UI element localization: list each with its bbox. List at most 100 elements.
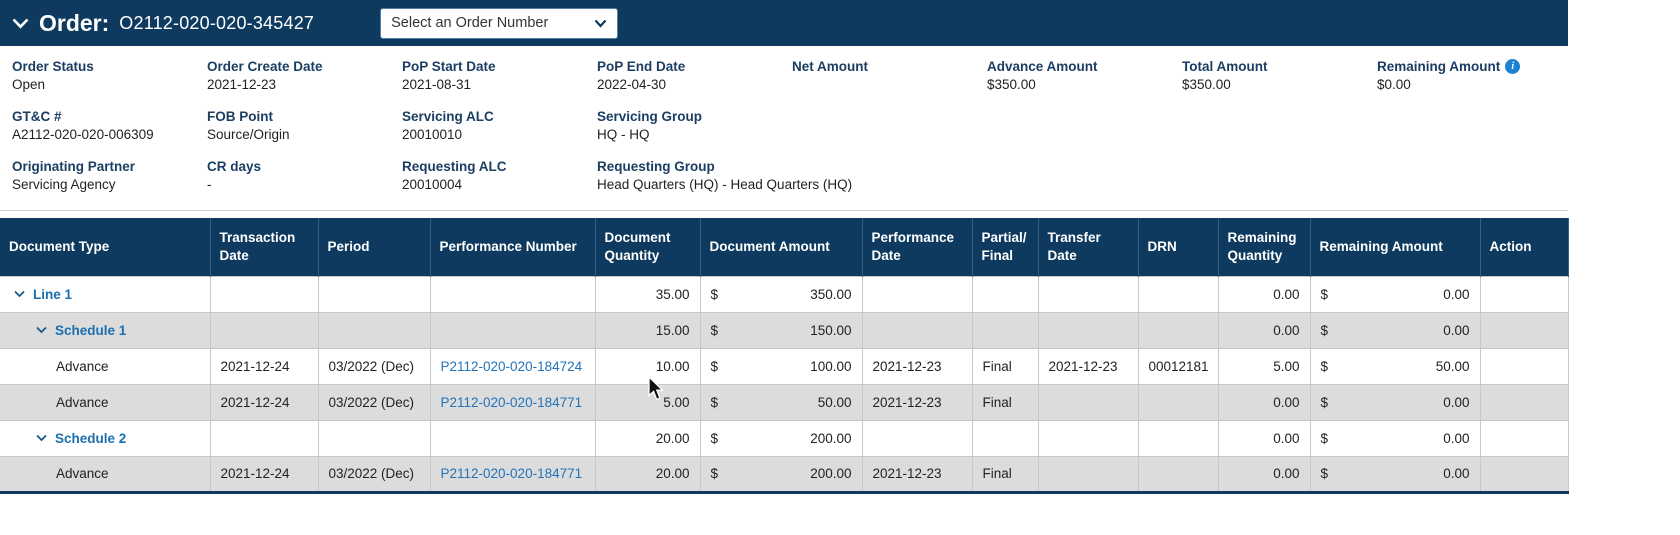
cell-partial-final: Final [972, 455, 1039, 492]
order-number-select[interactable]: Select an Order Number [380, 7, 619, 39]
currency-symbol: $ [1320, 286, 1329, 302]
cell-performance-number: P2112-020-020-184771 [430, 383, 596, 420]
field-gtc-number: GT&C # A2112-020-020-006309 [12, 109, 154, 142]
chevron-down-icon[interactable] [36, 434, 47, 442]
cell-transaction-date: 2021-12-24 [210, 347, 319, 384]
table-row-advance-2: Advance 2021-12-24 03/2022 (Dec) P2112-0… [0, 383, 1569, 420]
cell-drn [1138, 311, 1219, 348]
cell-period: 03/2022 (Dec) [318, 383, 431, 420]
cell-performance-date [862, 419, 973, 456]
currency-symbol: $ [710, 358, 719, 374]
field-net-amount: Net Amount [792, 59, 868, 74]
cell-transfer-date [1038, 383, 1139, 420]
col-remaining-quantity: Remaining Quantity [1218, 218, 1311, 276]
order-select-value: Select an Order Number [391, 15, 549, 31]
field-pop-end-date: PoP End Date 2022-04-30 [597, 59, 686, 92]
cell-drn: 00012181 [1138, 347, 1219, 384]
chevron-down-icon[interactable] [36, 326, 47, 334]
cell-partial-final [972, 275, 1039, 312]
field-order-create-date: Order Create Date 2021-12-23 [207, 59, 323, 92]
document-type-label: Advance [56, 358, 109, 374]
cell-document-amount: $350.00 [700, 275, 863, 312]
order-number: O2112-020-020-345427 [119, 12, 315, 33]
line-1-toggle[interactable]: Line 1 [33, 286, 73, 302]
cell-document-quantity: 15.00 [595, 311, 701, 348]
currency-symbol: $ [1320, 430, 1329, 446]
performance-number-link[interactable]: P2112-020-020-184771 [440, 394, 583, 410]
cell-partial-final: Final [972, 347, 1039, 384]
collapse-order-icon[interactable] [12, 18, 29, 29]
cell-performance-date: 2021-12-23 [862, 383, 973, 420]
cell-remaining-quantity: 5.00 [1218, 347, 1311, 384]
info-icon[interactable]: i [1505, 59, 1521, 74]
cell-performance-number [430, 419, 596, 456]
section-divider [0, 210, 1568, 211]
chevron-down-icon [594, 19, 607, 28]
cell-transaction-date [210, 419, 319, 456]
schedule-1-toggle[interactable]: Schedule 1 [55, 322, 127, 338]
cell-transfer-date [1038, 311, 1139, 348]
table-row-advance-1: Advance 2021-12-24 03/2022 (Dec) P2112-0… [0, 347, 1569, 384]
cell-action [1480, 275, 1569, 312]
cell-document-amount: $200.00 [700, 419, 863, 456]
cell-remaining-amount: $0.00 [1310, 419, 1481, 456]
cell-document-amount: $150.00 [700, 311, 863, 348]
cell-transfer-date [1038, 419, 1139, 456]
cell-performance-date: 2021-12-23 [862, 455, 973, 492]
col-performance-date: Performance Date [862, 218, 973, 276]
col-partial-final: Partial/ Final [972, 218, 1039, 276]
table-row-line-1: Line 1 35.00 $350.00 0.00 $0.00 [0, 275, 1569, 312]
cell-remaining-quantity: 0.00 [1218, 275, 1311, 312]
cell-document-type: Advance [0, 383, 211, 420]
col-document-quantity: Document Quantity [595, 218, 701, 276]
table-row-schedule-2: Schedule 2 20.00 $200.00 0.00 $0.00 [0, 419, 1569, 456]
cell-remaining-amount: $50.00 [1310, 347, 1481, 384]
chevron-down-icon[interactable] [14, 290, 25, 298]
field-servicing-group: Servicing Group HQ - HQ [597, 109, 703, 142]
summary-row-1: Order Status Open Order Create Date 2021… [12, 59, 1568, 94]
cell-document-amount: $200.00 [700, 455, 863, 492]
document-type-label: Advance [56, 394, 109, 410]
col-remaining-amount: Remaining Amount [1310, 218, 1481, 276]
cell-period: 03/2022 (Dec) [318, 347, 431, 384]
table-row-schedule-1: Schedule 1 15.00 $150.00 0.00 $0.00 [0, 311, 1569, 348]
cell-performance-number: P2112-020-020-184771 [430, 455, 596, 492]
cell-remaining-amount: $0.00 [1310, 275, 1481, 312]
field-order-status: Order Status Open [12, 59, 94, 92]
cell-document-quantity: 20.00 [595, 419, 701, 456]
cell-remaining-quantity: 0.00 [1218, 311, 1311, 348]
cell-action [1480, 311, 1569, 348]
table-row-advance-3: Advance 2021-12-24 03/2022 (Dec) P2112-0… [0, 455, 1569, 492]
cell-period [318, 419, 431, 456]
cell-performance-date: 2021-12-23 [862, 347, 973, 384]
cell-partial-final: Final [972, 383, 1039, 420]
cell-document-quantity: 10.00 [595, 347, 701, 384]
summary-row-2: GT&C # A2112-020-020-006309 FOB Point So… [12, 109, 1568, 144]
col-document-type: Document Type [0, 218, 211, 276]
cell-document-type: Advance [0, 347, 211, 384]
cell-period [318, 311, 431, 348]
schedule-2-toggle[interactable]: Schedule 2 [55, 430, 127, 446]
currency-symbol: $ [710, 322, 719, 338]
cell-transfer-date [1038, 455, 1139, 492]
cell-transfer-date: 2021-12-23 [1038, 347, 1139, 384]
currency-symbol: $ [1320, 322, 1329, 338]
col-period: Period [318, 218, 431, 276]
table-header-row: Document Type Transaction Date Period Pe… [0, 218, 1569, 276]
col-transfer-date: Transfer Date [1038, 218, 1139, 276]
remaining-amount-label: Remaining Amount [1377, 59, 1501, 74]
cell-partial-final [972, 419, 1039, 456]
cell-action [1480, 419, 1569, 456]
summary-row-3: Originating Partner Servicing Agency CR … [12, 159, 1568, 194]
page-title: Order: [39, 9, 110, 36]
col-action: Action [1480, 218, 1569, 276]
cell-document-quantity: 5.00 [595, 383, 701, 420]
currency-symbol: $ [1320, 466, 1329, 481]
field-cr-days: CR days - [207, 159, 262, 192]
performance-number-link[interactable]: P2112-020-020-184771 [440, 466, 583, 481]
cell-remaining-quantity: 0.00 [1218, 419, 1311, 456]
field-advance-amount: Advance Amount $350.00 [987, 59, 1098, 92]
cell-performance-number [430, 311, 596, 348]
cell-document-amount: $100.00 [700, 347, 863, 384]
performance-number-link[interactable]: P2112-020-020-184724 [440, 358, 583, 374]
